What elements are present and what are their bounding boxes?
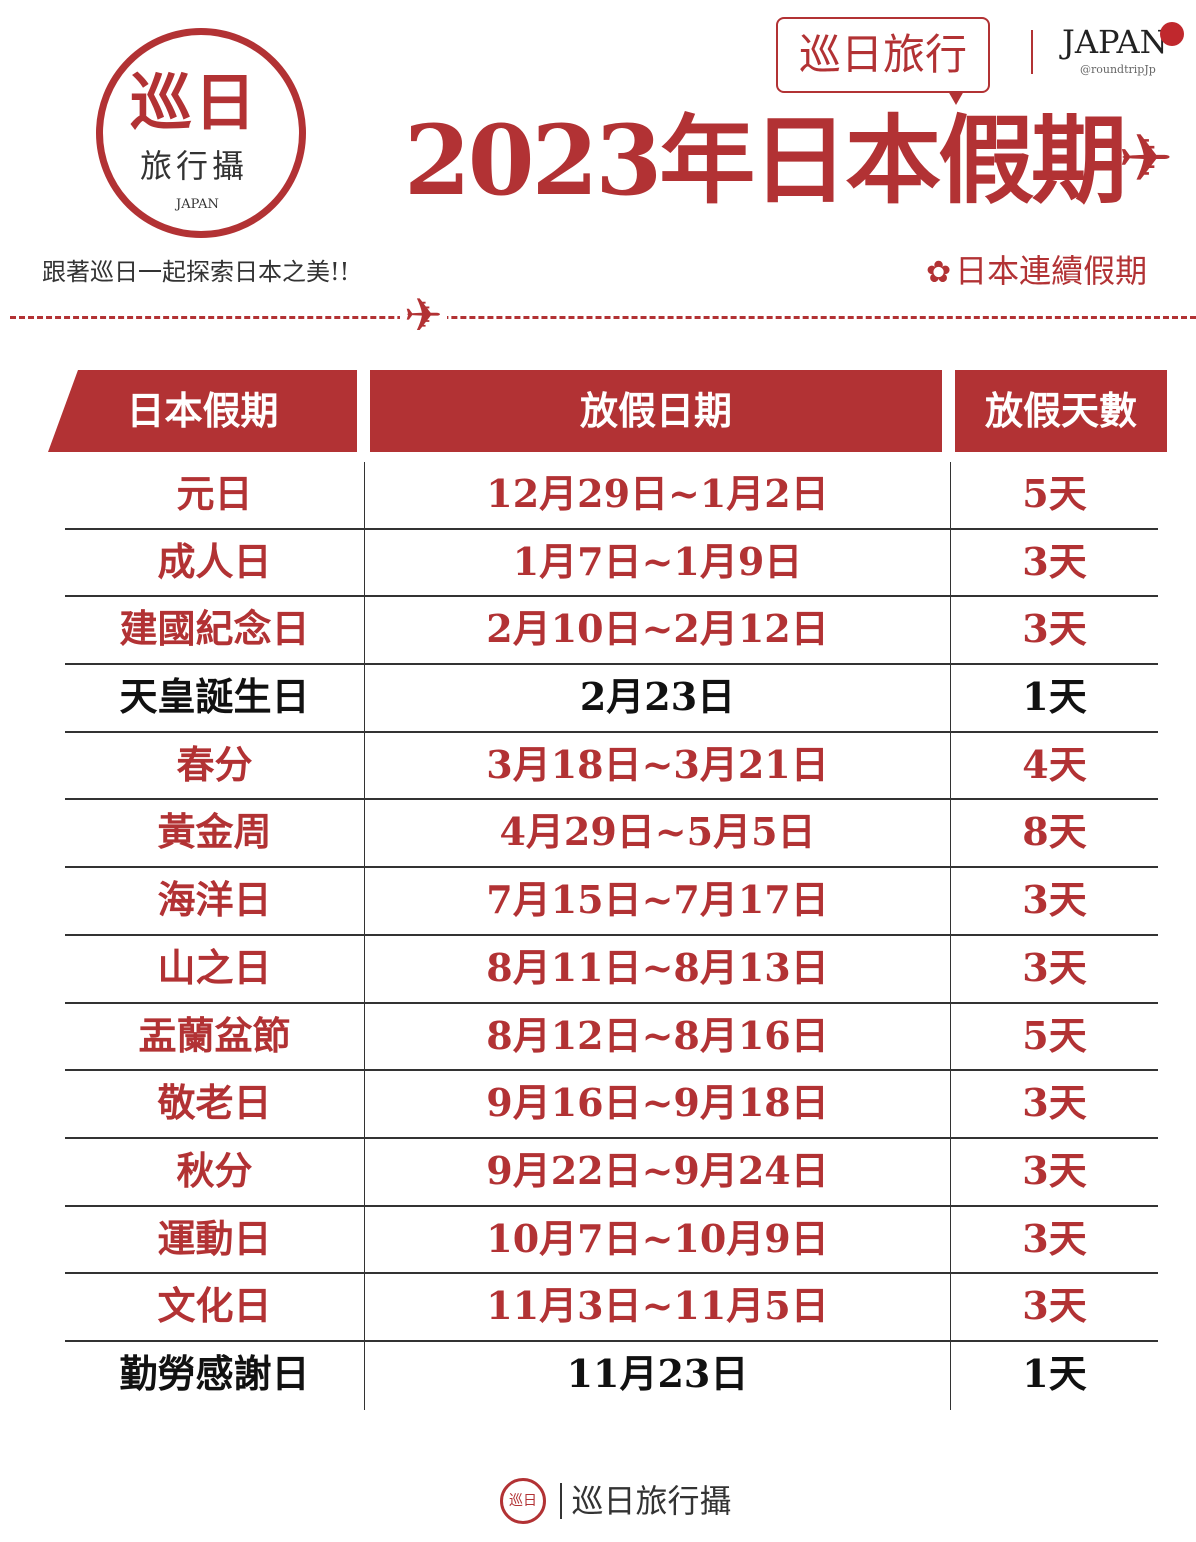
holiday-days: 3天 (1022, 877, 1087, 923)
divider (560, 1483, 562, 1519)
holiday-dates: 3月18日~3月21日 (365, 732, 951, 799)
brand-japan: JAPAN (1062, 23, 1168, 61)
table-row: 運動日 10月7日~10月9日 3天 (65, 1206, 1158, 1275)
holiday-dates: 7月15日~7月17日 (365, 868, 951, 934)
holiday-dates: 10月7日~10月9日 (365, 1206, 951, 1273)
table-row: 敬老日 9月16日~9月18日 3天 (65, 1071, 1158, 1139)
table-row: 建國紀念日 2月10日~2月12日 3天 (65, 597, 1158, 666)
footer: 巡日 巡日旅行攝 (500, 1478, 732, 1524)
holiday-dates: 4月29日~5月5日 (365, 800, 951, 867)
table-row: 勤勞感謝日 11月23日 1天 (65, 1341, 1158, 1410)
table-row: 秋分 9月22日~9月24日 3天 (65, 1138, 1158, 1207)
holiday-name: 秋分 (65, 1138, 365, 1205)
airplane-icon: ✈ (1118, 120, 1174, 197)
plum-flower-icon: ✿ (926, 255, 952, 290)
holiday-dates: 2月23日 (365, 665, 951, 731)
holiday-days: 8天 (1022, 809, 1087, 855)
holiday-name: 勤勞感謝日 (65, 1341, 365, 1410)
header-dates: 放假日期 (370, 370, 942, 452)
holiday-days: 5天 (1022, 1012, 1087, 1058)
holiday-dates: 11月23日 (365, 1341, 951, 1410)
footer-brand: 巡日旅行攝 (571, 1481, 732, 1520)
logo-ring (96, 28, 306, 238)
logo-sub: 旅行攝 (140, 147, 249, 185)
holiday-days: 5天 (1022, 471, 1087, 516)
logo-main: 巡日 (130, 66, 259, 139)
table-row: 海洋日 7月15日~7月17日 3天 (65, 868, 1158, 936)
table-row: 成人日 1月7日~1月9日 3天 (65, 529, 1158, 598)
divider (1031, 30, 1033, 74)
holiday-days: 3天 (1022, 1080, 1087, 1126)
header-days: 放假天數 (955, 370, 1167, 452)
holiday-name: 文化日 (65, 1274, 365, 1340)
table-row: 山之日 8月11日~8月13日 3天 (65, 935, 1158, 1004)
table-row: 盂蘭盆節 8月12日~8月16日 5天 (65, 1003, 1158, 1072)
table-row: 文化日 11月3日~11月5日 3天 (65, 1274, 1158, 1342)
table-row: 春分 3月18日~3月21日 4天 (65, 732, 1158, 801)
table-row: 黃金周 4月29日~5月5日 8天 (65, 800, 1158, 869)
holiday-name: 天皇誕生日 (65, 665, 365, 731)
holiday-days: 1天 (1022, 1350, 1087, 1396)
holiday-days: 3天 (1022, 1283, 1087, 1329)
holiday-name: 成人日 (65, 529, 365, 596)
holiday-days: 3天 (1022, 606, 1087, 652)
holiday-name: 海洋日 (65, 868, 365, 934)
holiday-table: 元日 12月29日~1月2日 5天 成人日 1月7日~1月9日 3天 建國紀念日 2月10日~… (65, 462, 1158, 1410)
airplane-icon: ✈ (400, 290, 447, 341)
legend-label: 日本連續假期 (955, 252, 1148, 290)
holiday-name: 山之日 (65, 935, 365, 1002)
holiday-dates: 9月22日~9月24日 (365, 1138, 951, 1205)
holiday-dates: 2月10日~2月12日 (365, 597, 951, 664)
holiday-days: 3天 (1022, 944, 1087, 990)
footer-logo: 巡日 (500, 1478, 546, 1524)
brand-speech-bubble: 巡日旅行 (776, 17, 990, 105)
holiday-dates: 9月16日~9月18日 (365, 1071, 951, 1137)
holiday-days: 1天 (1022, 674, 1087, 720)
holiday-name: 春分 (65, 732, 365, 799)
page-title: 2023年日本假期 (404, 104, 1127, 217)
holiday-dates: 11月3日~11月5日 (365, 1274, 951, 1340)
holiday-name: 敬老日 (65, 1071, 365, 1137)
logo-country: JAPAN (176, 197, 219, 212)
holiday-days: 4天 (1022, 741, 1087, 787)
header-holiday: 日本假期 (48, 370, 357, 452)
legend: ✿ 日本連續假期 (926, 252, 1147, 291)
holiday-dates: 12月29日~1月2日 (365, 462, 951, 528)
holiday-name: 盂蘭盆節 (65, 1003, 365, 1070)
holiday-dates: 8月11日~8月13日 (365, 935, 951, 1002)
dashed-divider (10, 316, 1196, 319)
tagline: 跟著巡日一起探索日本之美!! (42, 258, 350, 286)
holiday-name: 建國紀念日 (65, 597, 365, 664)
holiday-dates: 8月12日~8月16日 (365, 1003, 951, 1070)
brand-handle: @roundtripJp (1080, 63, 1156, 76)
table-row: 天皇誕生日 2月23日 1天 (65, 665, 1158, 733)
holiday-days: 3天 (1022, 1215, 1087, 1261)
holiday-name: 黃金周 (65, 800, 365, 867)
sun-dot-icon (1160, 22, 1184, 46)
holiday-days: 3天 (1022, 1147, 1087, 1193)
table-row: 元日 12月29日~1月2日 5天 (65, 462, 1158, 530)
logo: 巡日 旅行攝 JAPAN (68, 22, 358, 252)
holiday-name: 元日 (65, 462, 365, 528)
holiday-days: 3天 (1022, 538, 1087, 584)
holiday-dates: 1月7日~1月9日 (365, 529, 951, 596)
holiday-name: 運動日 (65, 1206, 365, 1273)
